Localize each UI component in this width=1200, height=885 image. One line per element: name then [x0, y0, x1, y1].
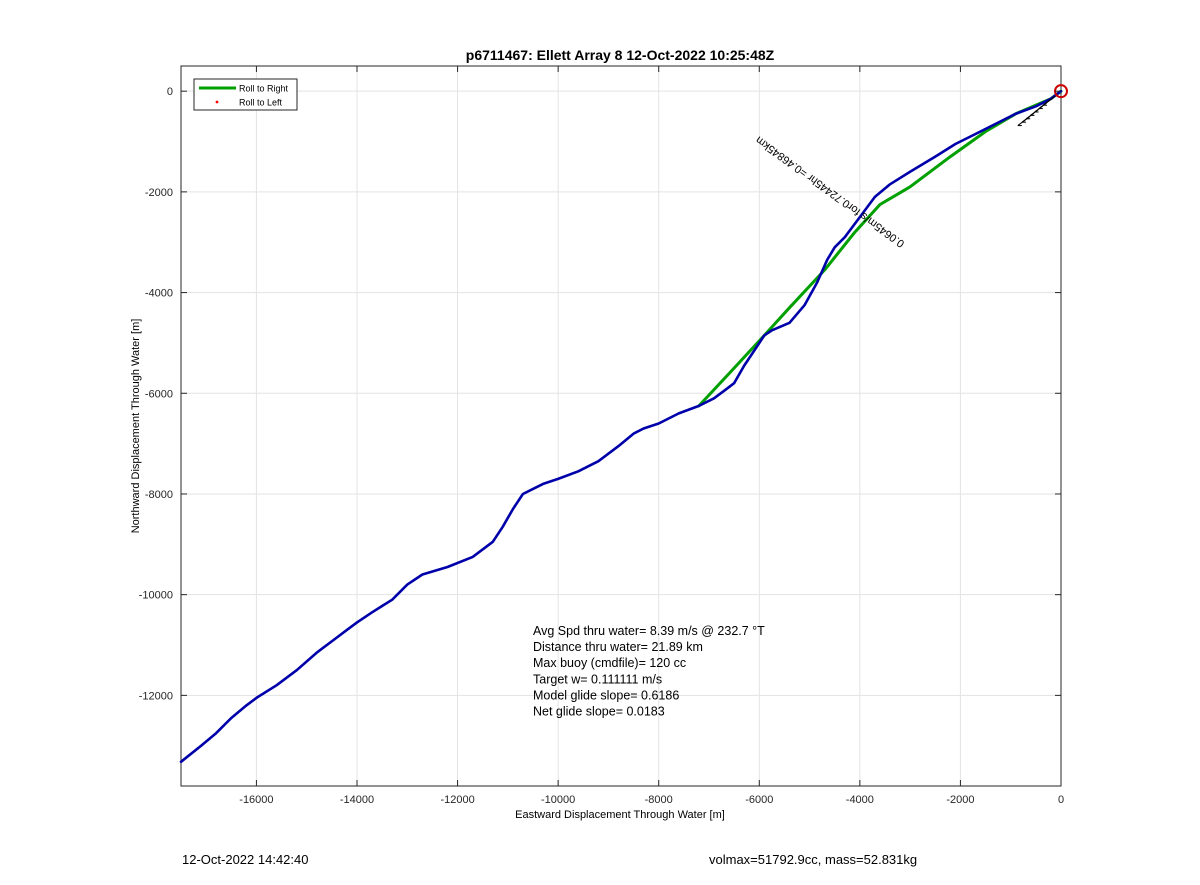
y-tick-label: -4000 — [145, 288, 173, 300]
x-tick-label: -2000 — [946, 794, 974, 806]
series-track-line — [179, 89, 1063, 764]
stats-annotation: Distance thru water= 21.89 km — [533, 640, 703, 654]
x-tick-label: -6000 — [745, 794, 773, 806]
stats-annotation: Avg Spd thru water= 8.39 m/s @ 232.7 °T — [533, 624, 765, 638]
x-tick-label: -10000 — [541, 794, 575, 806]
x-tick-label: -4000 — [846, 794, 874, 806]
x-tick-label: -14000 — [340, 794, 374, 806]
y-axis-label: Northward Displacement Through Water [m] — [130, 319, 142, 534]
stats-annotation: Model glide slope= 0.6186 — [533, 688, 679, 702]
axis-ticks: -16000 -14000 -12000 -10000 -8000 -6000 -4000 -… — [139, 66, 1064, 806]
chart-title: p6711467: Ellett Array 8 12-Oct-2022 10:… — [466, 47, 775, 63]
legend: Roll to Right Roll to Left — [193, 78, 298, 111]
annotations: Avg Spd thru water= 8.39 m/s @ 232.7 °T D… — [533, 624, 765, 719]
y-tick-label: -10000 — [139, 590, 173, 602]
legend-entry-label: Roll to Right — [239, 84, 289, 94]
track-series — [179, 89, 1063, 764]
axes-box — [180, 65, 1062, 787]
legend-dot-swatch — [215, 100, 219, 104]
x-tick-label: -8000 — [645, 794, 673, 806]
series-roll-right-line — [697, 89, 1063, 408]
y-tick-label: -6000 — [145, 388, 173, 400]
axes-frame — [180, 65, 1062, 787]
x-tick-label: -12000 — [440, 794, 474, 806]
footer-volmax-mass: volmax=51792.9cc, mass=52.831kg — [709, 852, 918, 867]
y-tick-label: -2000 — [145, 187, 173, 199]
x-axis-label: Eastward Displacement Through Water [m] — [515, 809, 725, 821]
stats-annotation: Net glide slope= 0.0183 — [533, 705, 665, 719]
current-arrow — [1017, 116, 1031, 126]
grid-lines — [181, 66, 1062, 786]
stats-annotation: Max buoy (cmdfile)= 120 cc — [533, 656, 686, 670]
footer-timestamp: 12-Oct-2022 14:42:40 — [182, 852, 309, 867]
y-tick-label: 0 — [167, 86, 173, 98]
y-tick-label: -8000 — [145, 489, 173, 501]
x-tick-label: 0 — [1058, 794, 1064, 806]
stats-annotation: Target w= 0.111111 m/s — [533, 672, 662, 686]
legend-box — [193, 78, 298, 111]
y-tick-label: -12000 — [139, 690, 173, 702]
current-vectors: 0.0645m/s for0.72445hr =0.46845km — [754, 84, 1068, 249]
legend-entry-label: Roll to Left — [239, 98, 283, 108]
x-tick-label: -16000 — [239, 794, 273, 806]
